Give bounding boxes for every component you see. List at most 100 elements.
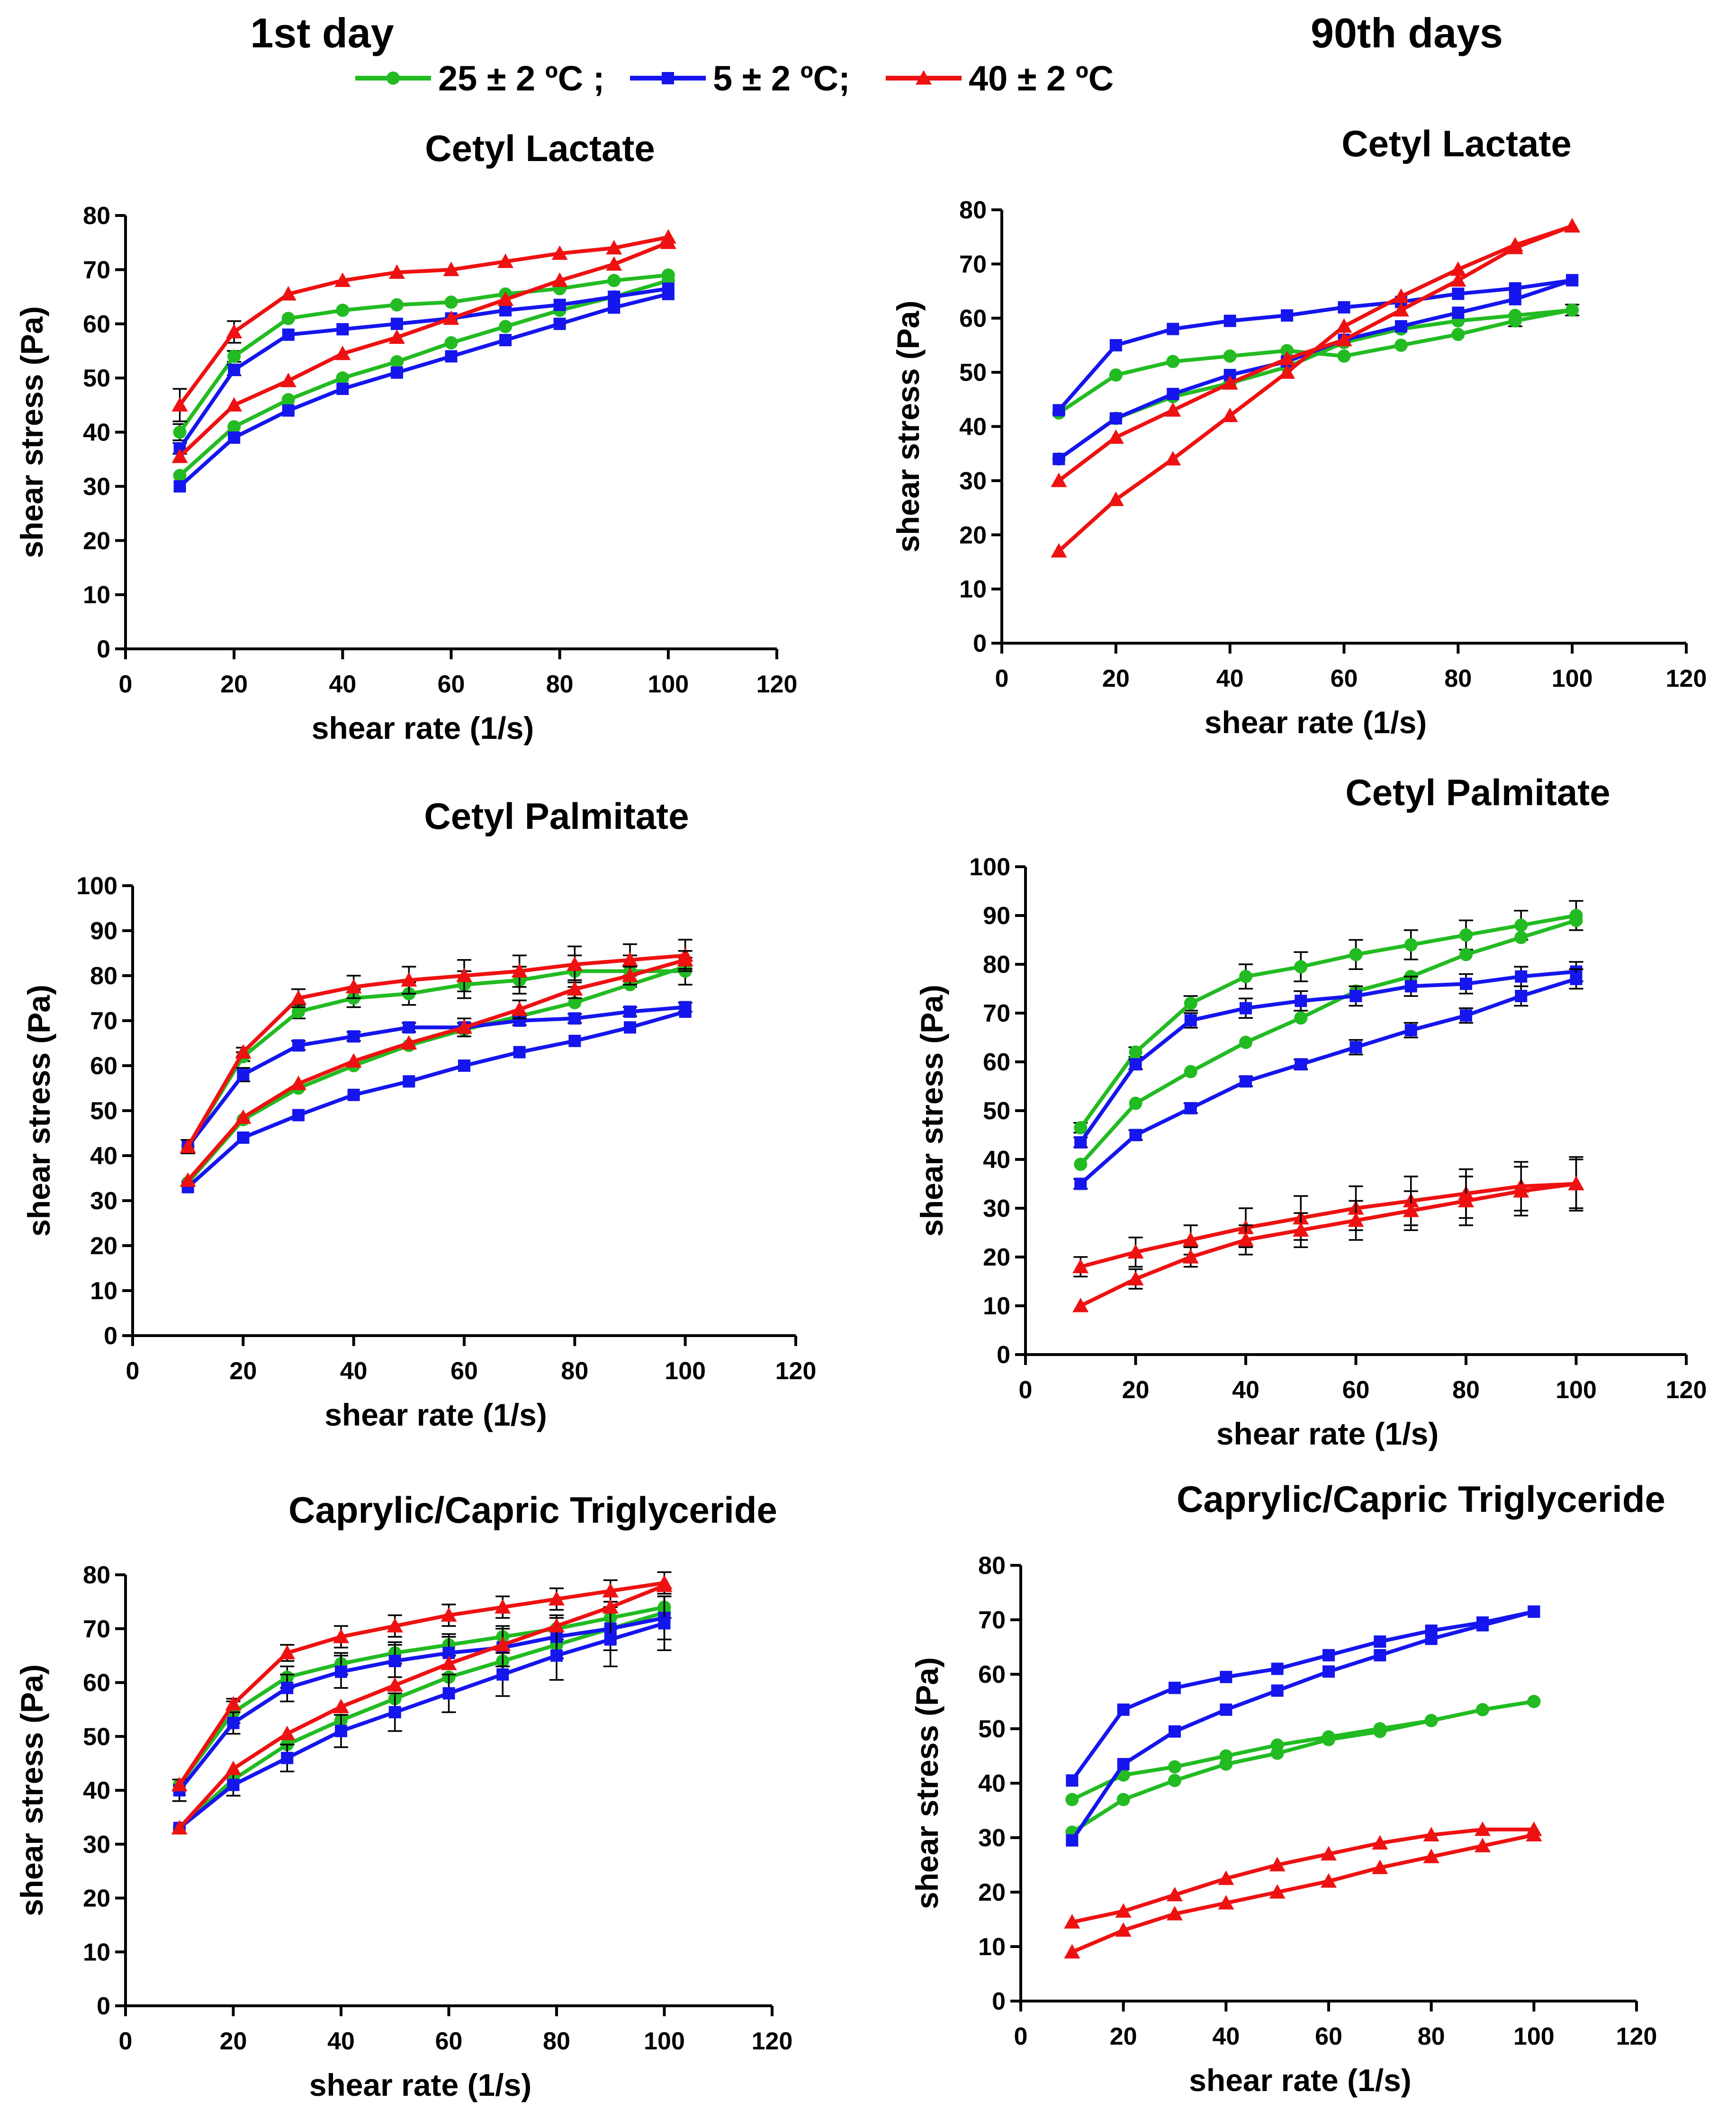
x-tick-label: 60 xyxy=(450,1357,478,1385)
x-tick-label: 20 xyxy=(1110,2023,1137,2050)
series-3-b xyxy=(1073,968,1583,1190)
series-5-r xyxy=(171,234,676,463)
data-point xyxy=(1476,1703,1489,1716)
data-point xyxy=(387,1618,403,1633)
data-point xyxy=(1293,1222,1309,1237)
data-point xyxy=(1074,1121,1088,1135)
x-tick-label: 120 xyxy=(1666,665,1707,692)
x-tick-label: 120 xyxy=(752,2028,793,2055)
data-point xyxy=(1450,272,1466,287)
data-point xyxy=(282,404,295,417)
y-tick-label: 100 xyxy=(969,853,1010,881)
data-point xyxy=(336,323,349,336)
data-point xyxy=(390,355,404,368)
data-point xyxy=(660,234,676,249)
data-point xyxy=(567,981,583,996)
data-point xyxy=(1168,1774,1181,1787)
y-tick-label: 40 xyxy=(83,419,110,447)
data-point xyxy=(551,245,568,260)
data-point xyxy=(1072,1258,1089,1274)
data-point xyxy=(180,1139,196,1153)
data-point xyxy=(1222,375,1238,390)
data-point xyxy=(1052,404,1065,417)
data-point xyxy=(1052,453,1065,466)
chart-cc1: Caprylic/Capric Triglyceride 0 10 20 30 40 50 6… xyxy=(14,1489,792,2102)
y-tick-label: 60 xyxy=(983,1049,1010,1076)
y-tick-label: 10 xyxy=(90,1277,117,1305)
data-point xyxy=(1403,1203,1419,1217)
data-point xyxy=(334,272,351,287)
data-point xyxy=(1374,1649,1386,1661)
y-tick-label: 20 xyxy=(83,1885,110,1913)
data-point xyxy=(1513,1183,1529,1198)
y-tick-label: 10 xyxy=(83,582,110,609)
data-point xyxy=(1218,1870,1234,1885)
x-tick-label: 100 xyxy=(1552,665,1593,692)
y-tick-label: 60 xyxy=(959,305,987,332)
data-point xyxy=(279,1644,296,1660)
data-point xyxy=(1109,339,1122,351)
chart-cp1: Cetyl Palmitate 0 10 20 30 40 50 60 70 80 90 100 0 20… xyxy=(21,795,816,1432)
data-point xyxy=(608,301,621,314)
data-point xyxy=(1322,1649,1335,1661)
x-tick-label: 100 xyxy=(1513,2023,1555,2050)
data-point xyxy=(1280,344,1294,358)
data-point xyxy=(336,304,350,317)
data-point xyxy=(336,383,349,395)
x-tick-label: 80 xyxy=(543,2028,570,2055)
series-line xyxy=(186,958,686,1182)
y-tick-label: 10 xyxy=(978,1933,1006,1961)
data-point xyxy=(624,1006,636,1018)
chart-cl1: Cetyl Lactate 0 10 20 30 40 50 60 70 80 0 20 40 60 80 1… xyxy=(14,127,797,745)
data-point xyxy=(443,310,459,325)
data-point xyxy=(401,972,417,987)
y-tick-label: 70 xyxy=(83,256,110,284)
chart-cl90: Cetyl Lactate 0 10 20 30 40 50 60 70 80 0 20 40 60 80 1… xyxy=(890,123,1707,740)
data-point xyxy=(1460,978,1472,990)
data-point xyxy=(1129,1045,1142,1059)
data-point xyxy=(280,372,297,387)
data-point xyxy=(1117,1758,1130,1770)
data-point xyxy=(1240,1075,1252,1088)
data-point xyxy=(568,1034,581,1047)
data-point xyxy=(1294,1011,1308,1025)
y-tick-label: 0 xyxy=(97,1993,110,2020)
data-point xyxy=(1394,320,1407,332)
data-point xyxy=(1423,1827,1439,1841)
y-tick-label: 20 xyxy=(90,1232,117,1260)
x-tick-label: 80 xyxy=(1418,2023,1445,2050)
data-point xyxy=(334,345,351,360)
data-point xyxy=(1475,1821,1491,1836)
chart-title: Cetyl Lactate xyxy=(425,127,655,169)
data-point xyxy=(1065,1793,1079,1806)
data-point xyxy=(333,1628,349,1643)
data-point xyxy=(1349,948,1363,961)
data-point xyxy=(171,1777,188,1792)
data-point xyxy=(568,1012,581,1025)
data-point xyxy=(390,366,403,379)
data-point xyxy=(441,1655,457,1670)
data-point xyxy=(1269,1884,1286,1899)
chart-title: Cetyl Palmitate xyxy=(424,795,689,837)
data-point xyxy=(553,298,566,311)
data-point xyxy=(1064,1944,1080,1959)
data-point xyxy=(403,1021,415,1034)
series-5-r xyxy=(1072,1158,1584,1312)
y-tick-label: 10 xyxy=(83,1939,110,1966)
data-point xyxy=(1452,287,1465,300)
y-tick-label: 40 xyxy=(983,1146,1010,1174)
x-tick-label: 20 xyxy=(220,671,248,698)
y-tick-label: 50 xyxy=(83,1723,110,1751)
data-point xyxy=(622,952,638,967)
x-tick-label: 100 xyxy=(648,671,689,698)
y-tick-label: 90 xyxy=(983,902,1010,930)
data-point xyxy=(1182,1249,1199,1264)
data-point xyxy=(1475,1838,1491,1852)
data-point xyxy=(567,956,583,971)
x-tick-label: 60 xyxy=(1342,1376,1370,1404)
y-tick-label: 0 xyxy=(104,1322,117,1350)
data-point xyxy=(1515,970,1528,983)
y-tick-label: 80 xyxy=(983,951,1010,979)
series-0-g xyxy=(1052,303,1580,420)
data-point xyxy=(171,448,188,463)
